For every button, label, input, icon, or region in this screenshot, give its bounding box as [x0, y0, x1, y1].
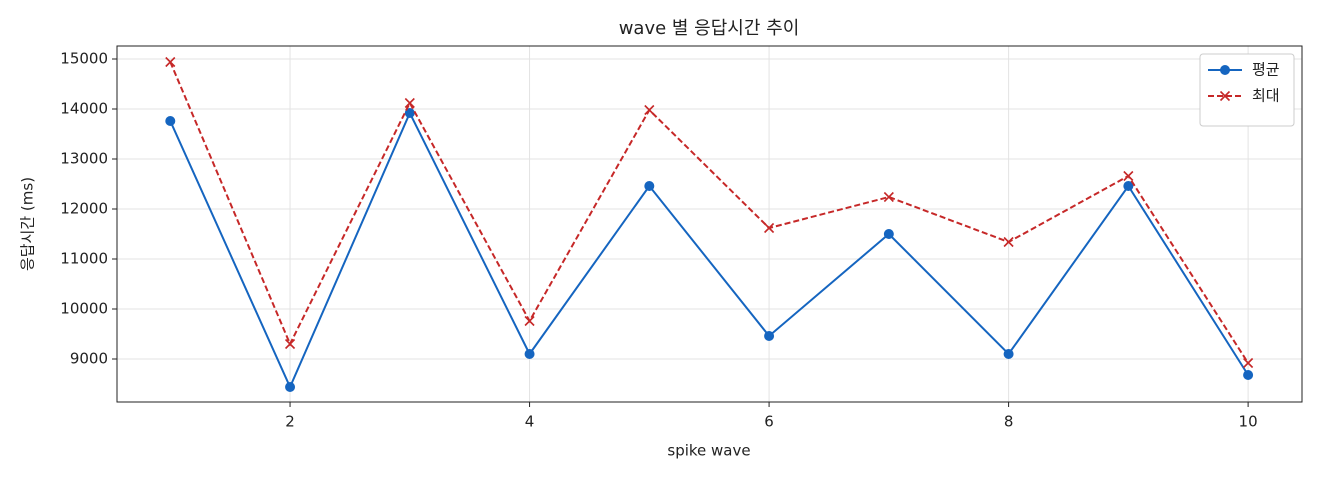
legend-marker	[1219, 90, 1231, 102]
y-tick-label: 11000	[60, 250, 108, 268]
data-point	[1243, 357, 1254, 369]
y-tick-label: 12000	[60, 200, 108, 218]
data-point	[1123, 170, 1134, 182]
data-point	[404, 97, 415, 109]
data-point	[764, 222, 775, 234]
data-point	[524, 315, 535, 327]
y-tick-label: 14000	[60, 100, 108, 118]
series-line	[169, 110, 1249, 390]
data-point	[285, 382, 296, 392]
data-point	[1003, 349, 1014, 359]
data-point	[883, 191, 894, 203]
data-point	[524, 349, 535, 359]
y-tick-label: 9000	[70, 350, 108, 368]
legend-label: 최대	[1252, 87, 1280, 105]
data-point	[883, 229, 894, 239]
data-point	[764, 331, 775, 341]
x-tick-label: 10	[1239, 413, 1258, 431]
x-tick-label: 6	[764, 413, 774, 431]
series-line	[169, 61, 1249, 364]
legend-label: 평균	[1252, 61, 1280, 79]
data-point	[165, 56, 176, 68]
x-tick-label: 8	[1004, 413, 1014, 431]
y-tick-label: 13000	[60, 150, 108, 168]
data-point	[404, 108, 415, 118]
plot-frame	[116, 45, 1303, 403]
x-axis-label: spike wave	[667, 442, 750, 460]
chart-title: wave 별 응답시간 추이	[619, 18, 800, 39]
data-point	[644, 181, 655, 191]
legend-box	[1199, 53, 1295, 127]
data-point	[1003, 236, 1014, 248]
data-point	[1243, 370, 1254, 380]
y-tick-label: 10000	[60, 300, 108, 318]
x-tick-label: 4	[525, 413, 535, 431]
data-point	[165, 116, 176, 126]
data-point	[284, 338, 296, 350]
data-point	[644, 104, 655, 116]
legend-marker	[1220, 65, 1230, 75]
y-tick-label: 15000	[60, 50, 108, 68]
x-tick-label: 2	[285, 413, 295, 431]
data-point	[1123, 181, 1134, 191]
y-axis-label: 응답시간 (ms)	[19, 177, 37, 271]
